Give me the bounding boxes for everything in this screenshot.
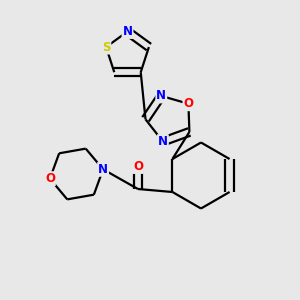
Text: N: N bbox=[158, 135, 168, 148]
Text: O: O bbox=[133, 160, 143, 173]
Text: N: N bbox=[122, 25, 133, 38]
Text: O: O bbox=[45, 172, 55, 185]
Text: S: S bbox=[102, 40, 110, 53]
Text: N: N bbox=[98, 163, 108, 176]
Text: N: N bbox=[156, 89, 166, 102]
Text: O: O bbox=[183, 97, 194, 110]
